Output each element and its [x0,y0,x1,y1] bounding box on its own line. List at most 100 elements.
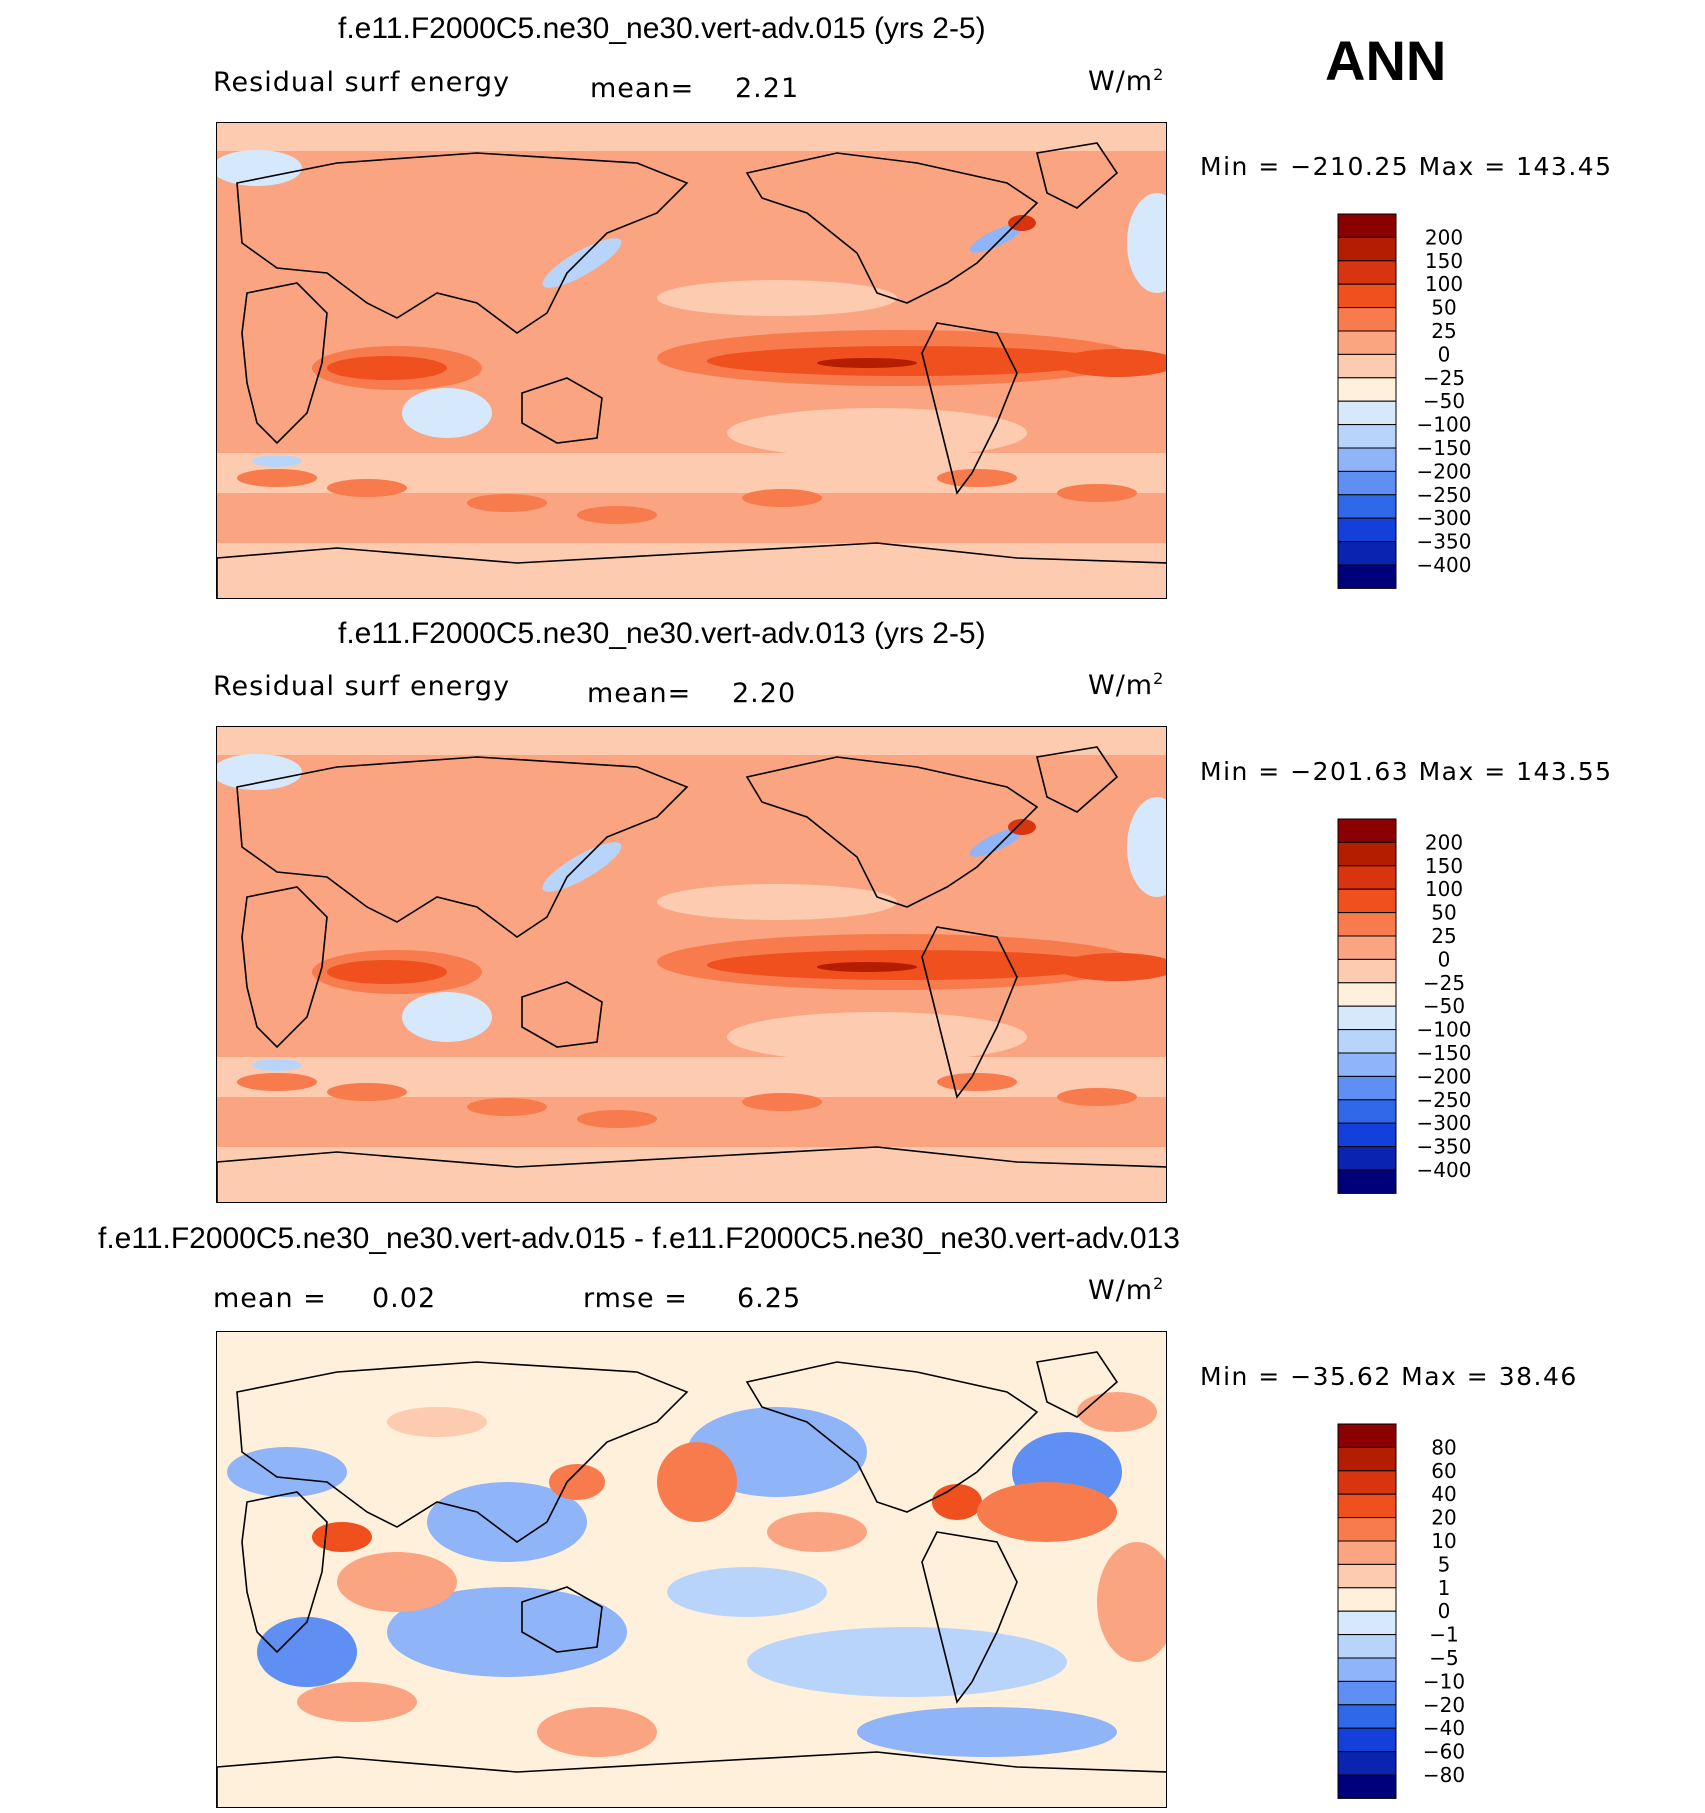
colorbar-level-label: −50 [1423,994,1465,1018]
coastline [217,1751,1166,1807]
warm-anomaly [537,1707,657,1757]
southern-ocean-streak [327,479,407,497]
warm-anomaly [977,1482,1117,1542]
arctic-cool [217,754,302,790]
colorbar-level-label: −25 [1423,971,1465,995]
panel-1-units: W/m2 [1088,65,1165,97]
gulf-stream-warm [1008,819,1036,835]
warm-anomaly [337,1552,457,1612]
colorbar-swatch [1337,888,1397,914]
cool-anomaly [857,1707,1117,1757]
colorbar-swatch [1337,1704,1397,1729]
colorbar-swatch [1337,494,1397,519]
colorbar-level-label: −400 [1417,1158,1472,1182]
southern-ocean-streak [577,506,657,524]
panel-3-title: f.e11.F2000C5.ne30_ne30.vert-adv.015 - f… [98,1222,1180,1255]
colorbar-level-label: 50 [1431,901,1456,925]
colorbar-level-label: −20 [1423,1693,1465,1717]
colorbar-swatch [1337,1517,1397,1542]
warm-anomaly [1097,1542,1166,1662]
panel-2-minmax: Min = −201.63 Max = 143.55 [1200,757,1613,786]
colorbar-swatch [1337,1029,1397,1054]
cool-anomaly [427,1482,587,1562]
labrador-cool [1127,797,1166,897]
coastline [217,1146,1166,1202]
colorbar-level-label: −100 [1417,413,1472,437]
colorbar-swatch [1337,912,1397,937]
antarctic-band [217,1147,1166,1202]
map-field [217,727,1166,1202]
colorbar-swatch [1337,958,1397,984]
colorbar-level-label: −10 [1423,1669,1465,1693]
panel-1-minmax: Min = −210.25 Max = 143.45 [1200,152,1613,181]
colorbar-level-label: 1 [1438,1576,1451,1600]
indian-ocean-core [327,356,447,380]
colorbar-level-label: 150 [1425,249,1463,273]
panel-1-title: f.e11.F2000C5.ne30_ne30.vert-adv.015 (yr… [338,12,986,45]
colorbar-swatch [1337,1075,1397,1101]
panel-2-title: f.e11.F2000C5.ne30_ne30.vert-adv.013 (yr… [338,617,986,650]
panel-1-mean-label: mean= [590,73,695,104]
colorbar-level-label: −150 [1417,1041,1472,1065]
panel-1-map [216,122,1167,599]
cool-anomaly [667,1567,827,1617]
warm-anomaly [387,1407,487,1437]
arctic-cool [217,150,302,186]
colorbar-level-label: −100 [1417,1018,1472,1042]
southern-ocean-streak [937,1073,1017,1091]
arctic-band [217,727,1166,755]
atlantic-belt [1057,349,1166,377]
southern-ocean-streak [1057,1088,1137,1106]
colorbar-level-label: −80 [1423,1763,1465,1787]
colorbar-level-label: 0 [1438,947,1451,971]
colorbar-level-label: −5 [1429,1646,1458,1670]
colorbar-level-label: −350 [1417,1135,1472,1159]
colorbar-swatch [1337,377,1397,402]
colorbar-swatch [1337,1727,1397,1753]
colorbar-swatch [1337,1563,1397,1589]
colorbar-level-label: −250 [1417,483,1472,507]
colorbar-swatch [1337,1099,1397,1124]
coastline [236,756,689,938]
southern-ocean-streak [742,489,822,507]
colorbar-swatch [1337,330,1397,355]
colorbar-swatch [1337,1446,1397,1472]
colorbar-level-label: −1 [1429,1623,1458,1647]
colorbar-swatch [1337,1680,1397,1706]
cool-anomaly [257,1617,357,1687]
cool-anomaly [747,1627,1067,1697]
colorbar-swatch [1337,541,1397,566]
warm-anomaly [932,1484,982,1520]
colorbar-level-label: 25 [1431,319,1456,343]
colorbar-level-label: 100 [1425,877,1463,901]
southern-ocean-streak [937,469,1017,487]
colorbar-swatch [1337,1122,1397,1148]
colorbar-swatch [1337,1493,1397,1519]
warm-anomaly [297,1682,417,1722]
colorbar-swatch [1337,353,1397,379]
colorbar-swatch [1337,1634,1397,1659]
colorbar-swatch [1337,935,1397,960]
colorbar-swatch [1337,1005,1397,1031]
panel-3-mean-label: mean = [213,1283,327,1314]
coastline [521,377,603,444]
colorbar-swatch [1337,1169,1397,1194]
colorbar-level-label: −350 [1417,530,1472,554]
coastline [236,1361,689,1543]
tropical-belt-max [817,358,917,368]
colorbar-level-label: 200 [1425,830,1463,854]
gulf-stream-warm [1008,215,1036,231]
warm-anomaly [1077,1392,1157,1432]
coastline [745,756,1039,908]
colorbar-swatch [1337,400,1397,426]
agulhas-cool [252,455,302,467]
colorbar-swatch [1337,307,1397,332]
colorbar-swatch [1337,1423,1397,1448]
coastline [1036,1351,1119,1418]
colorbar-swatch [1337,1774,1397,1799]
colorbar-swatch [1337,424,1397,449]
colorbar-level-label: −50 [1423,389,1465,413]
coastline [241,886,328,1049]
gulf-stream-cool [969,827,1025,857]
